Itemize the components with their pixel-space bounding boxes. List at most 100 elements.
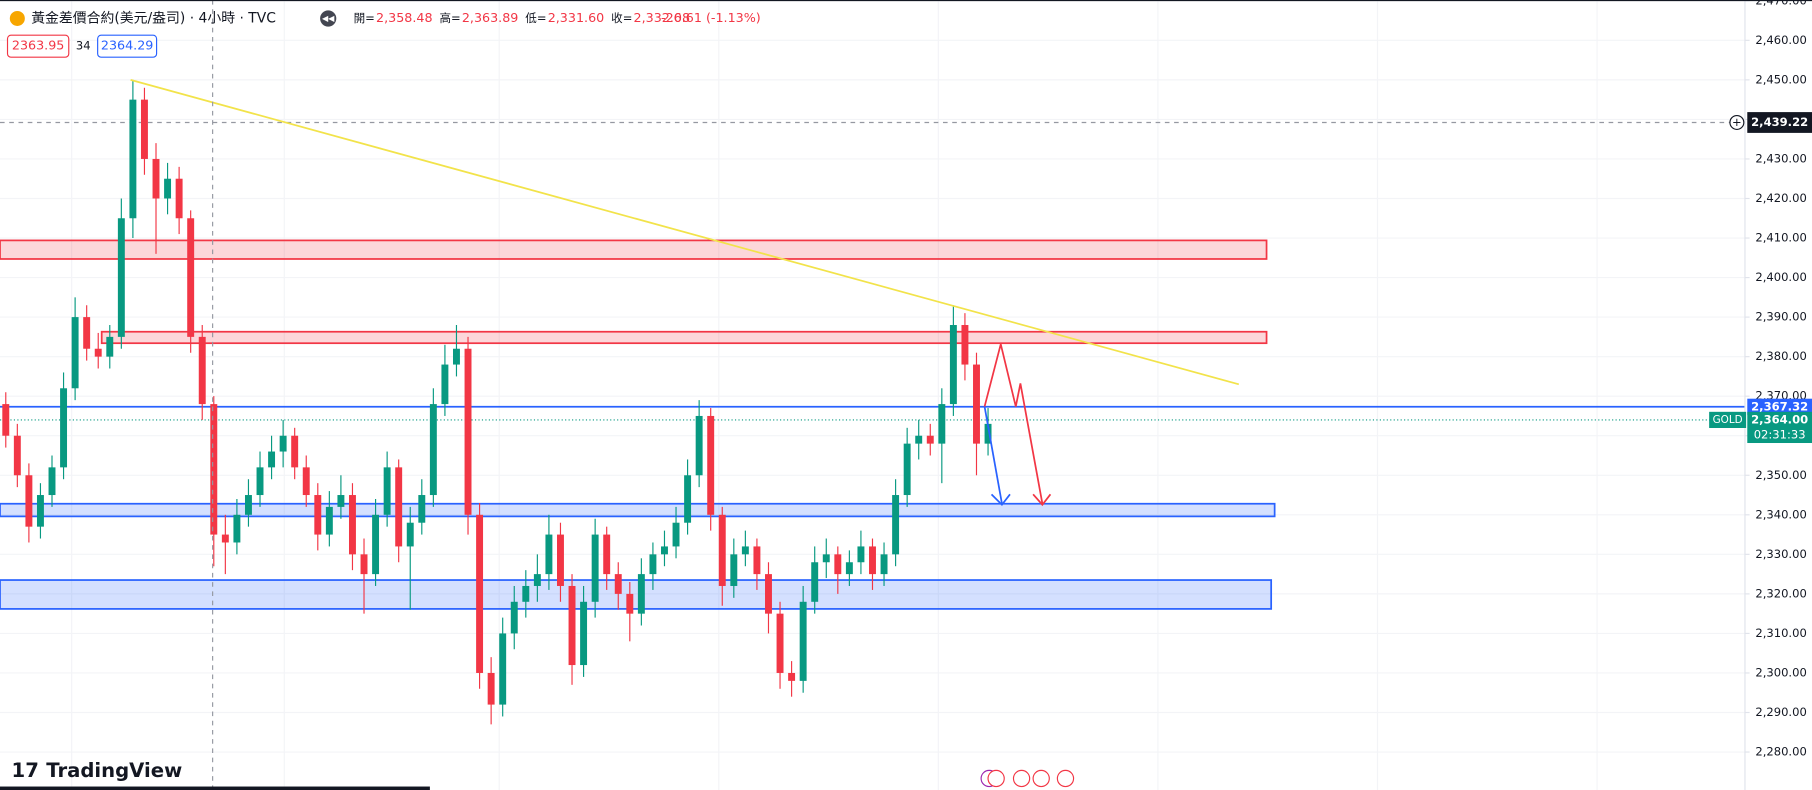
candle-body [48,467,56,496]
zone [0,239,1268,260]
y-tick-label: 2,450.00 [1755,72,1806,86]
candle-body [718,514,726,586]
candle-body [244,495,252,515]
candle-body [557,534,564,586]
candle-body [175,178,183,219]
candle-body [938,404,946,444]
candle-body [799,601,807,681]
candle-body [892,495,900,555]
line-tag [1747,398,1812,415]
candle-body [36,495,44,527]
ohlc-label: 低= [525,11,546,25]
candle-body [337,495,345,507]
y-tick-label: 2,330.00 [1755,547,1806,561]
projection-arrow-blue [983,406,1003,504]
candle-body [499,633,507,705]
candle-body [453,348,460,365]
last-price-tag [1747,411,1812,444]
candle-body [984,423,992,444]
candle-body [741,546,749,555]
candle-body [672,522,680,547]
sell-button[interactable] [6,34,70,58]
replay-icon[interactable]: ◀◀ [322,13,335,23]
candle-body [291,435,299,468]
arrow-head [990,493,1011,507]
event-icon[interactable] [1032,769,1050,788]
candle-body [464,348,472,515]
last-price-label: 2,364.00 [1751,412,1808,426]
spread: 34 [76,39,91,53]
countdown: 02:31:33 [1754,427,1806,441]
candle-body [869,546,876,575]
candle-body [83,317,91,349]
candle-body [926,435,934,444]
y-tick-label: 2,410.00 [1755,231,1806,245]
candle-body [903,443,911,496]
candle-body [279,435,287,452]
candle-body [418,495,426,523]
candle-body [152,158,160,199]
line-label: 2,367.32 [1751,399,1808,413]
bottom-bar [0,786,430,790]
sell-price[interactable]: 2363.95 [12,38,64,53]
y-tick-label: 2,340.00 [1755,507,1806,521]
y-tick-label: 2,460.00 [1755,33,1806,47]
candle-body [210,404,218,535]
candle-body [348,495,356,555]
candle-body [256,467,264,496]
candle-body [268,451,276,468]
event-icon[interactable] [1012,769,1031,788]
y-tick-label: 2,470.00 [1755,0,1806,7]
levels [0,121,1745,421]
symbol-title: 黃金差價合約(美元/盎司) · 4小時 · TVC [31,10,276,26]
symbol-label: GOLD [1713,414,1743,426]
candle-body [325,506,333,535]
candle-body [765,574,772,614]
candle-body [545,534,553,575]
candle-body [949,325,957,405]
crosshair-plus [1729,114,1745,131]
crosshair-plus-icon: + [1732,115,1742,129]
event-icon[interactable] [987,769,1005,788]
y-tick-label: 2,300.00 [1755,665,1806,679]
replay-button[interactable] [320,10,337,27]
y-tick-label: 2,400.00 [1755,270,1806,284]
logo: TradingView [46,759,182,782]
candle-body [961,325,969,365]
candle-body [487,672,495,705]
candle-body [811,562,819,602]
candle-body [360,554,368,575]
symbol-icon [9,10,25,26]
ohlc-legend: 開= 2,358.48 高= 2,363.89 低= 2,331.60 收= 2,332.08 [354,10,690,25]
candle-body [822,554,830,563]
y-tick-label: 2,390.00 [1755,310,1806,324]
candle-body [637,574,645,614]
y-tick-label: 2,310.00 [1755,626,1806,640]
candle-body [140,99,148,159]
candle-body [845,562,853,575]
candle-body [568,585,576,666]
candle-body [372,514,380,575]
candle-body [129,99,137,219]
candle-body [60,388,68,468]
candle-body [834,554,842,575]
event-icon[interactable] [1056,769,1075,788]
ohlc-label: 收= [611,11,632,25]
buy-price[interactable]: 2364.29 [101,38,153,53]
ohlc-value: 2,363.89 [462,10,519,25]
candle-body [106,336,114,357]
candle-body [406,522,414,547]
candle-body [753,546,761,575]
candle-body [614,574,622,594]
buy-button[interactable] [97,34,158,58]
candle-body [730,554,738,586]
candle-body [117,218,125,337]
y-tick-label: 2,430.00 [1755,151,1806,165]
candle-body [580,601,588,666]
drawings [130,79,1240,386]
candle-body [857,546,865,563]
candle-body [661,546,668,555]
symbol-tag [1709,411,1747,428]
